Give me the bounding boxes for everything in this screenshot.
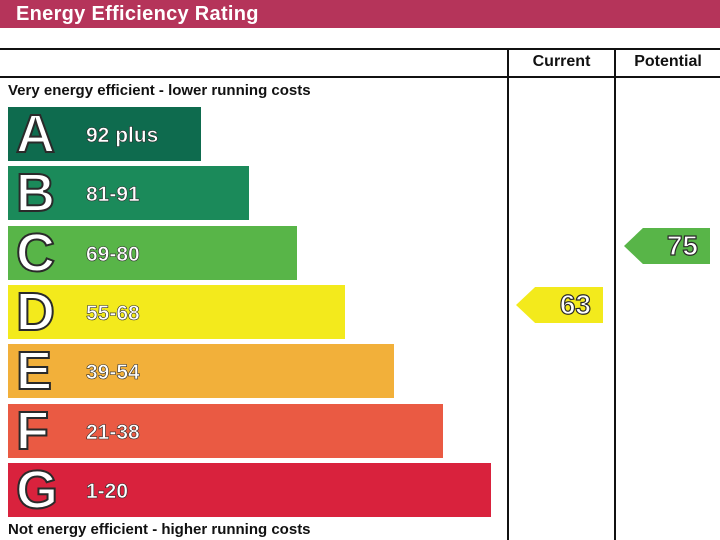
band-letter-e: E: [15, 340, 53, 402]
frame-divider-current: [507, 48, 509, 540]
band-letter-d: D: [15, 281, 56, 343]
band-range-d: 55-68: [86, 302, 140, 326]
band-letter-b: B: [15, 162, 56, 224]
band-e: E 39-54: [8, 340, 394, 402]
band-letter-c: C: [15, 222, 56, 284]
band-letter-f: F: [15, 400, 50, 462]
band-letter-a: A: [15, 103, 56, 165]
band-range-b: 81-91: [86, 183, 140, 207]
column-header-current: Current: [532, 53, 591, 70]
band-range-f: 21-38: [86, 421, 140, 445]
band-range-a: 92 plus: [86, 124, 159, 148]
band-range-g: 1-20: [86, 480, 129, 504]
top-caption: Very energy efficient - lower running co…: [8, 82, 311, 99]
frame-top-line: [0, 48, 720, 50]
band-letter-g: G: [15, 459, 59, 521]
band-f: F 21-38: [8, 400, 443, 462]
band-g: G 1-20: [8, 459, 491, 521]
potential-rating-value: 75: [666, 229, 698, 261]
band-a: A 92 plus: [8, 103, 201, 165]
title-bar: Energy Efficiency Rating: [0, 0, 720, 28]
chart-title: Energy Efficiency Rating: [16, 3, 259, 25]
potential-rating-arrow: 75: [624, 228, 710, 264]
current-rating-arrow: 63: [516, 287, 603, 323]
band-range-e: 39-54: [86, 361, 140, 385]
band-b: B 81-91: [8, 162, 249, 224]
frame-divider-potential: [614, 48, 616, 540]
band-d: D 55-68: [8, 281, 345, 343]
band-range-c: 69-80: [86, 243, 140, 267]
frame-header-line: [0, 76, 720, 78]
band-c: C 69-80: [8, 222, 297, 284]
bottom-caption: Not energy efficient - higher running co…: [8, 521, 311, 538]
current-rating-value: 63: [559, 288, 591, 320]
column-header-potential: Potential: [634, 53, 702, 70]
